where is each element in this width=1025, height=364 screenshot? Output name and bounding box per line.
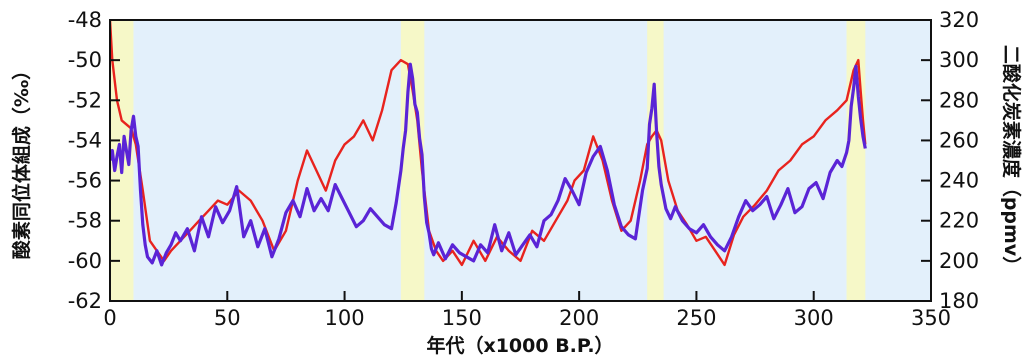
x-tick-label: 150 [442, 306, 482, 330]
x-tick-label: 100 [325, 306, 365, 330]
y-right-tick-label: 280 [939, 88, 979, 112]
interglacial-band [647, 20, 663, 301]
y-right-tick-label: 180 [939, 289, 979, 313]
x-tick-label: 200 [559, 306, 599, 330]
y-right-tick-label: 220 [939, 209, 979, 233]
y-right-tick-label: 240 [939, 169, 979, 193]
y-left-tick-label: -54 [68, 128, 102, 152]
x-axis-label: 年代（x1000 B.P.） [426, 334, 613, 357]
y-left-tick-label: -60 [68, 249, 102, 273]
x-tick-label: 50 [214, 306, 241, 330]
y-left-tick-label: -52 [68, 88, 102, 112]
y-axis-label-left: 酸素同位体組成（‰） [10, 61, 33, 259]
y-right-tick-label: 260 [939, 128, 979, 152]
interglacial-band [847, 20, 866, 301]
y-right-tick-label: 320 [939, 8, 979, 32]
y-left-tick-label: -48 [68, 8, 102, 32]
y-axis-label-right: 二酸化炭素濃度（ppmv） [1000, 45, 1023, 275]
x-tick-label: 250 [676, 306, 716, 330]
y-left-tick-label: -58 [68, 209, 102, 233]
y-right-tick-label: 200 [939, 249, 979, 273]
y-right-tick-label: 300 [939, 48, 979, 72]
y-left-tick-label: -50 [68, 48, 102, 72]
x-tick-label: 300 [794, 306, 834, 330]
y-left-tick-label: -62 [68, 289, 102, 313]
y-left-tick-label: -56 [68, 169, 102, 193]
x-tick-label: 0 [103, 306, 116, 330]
